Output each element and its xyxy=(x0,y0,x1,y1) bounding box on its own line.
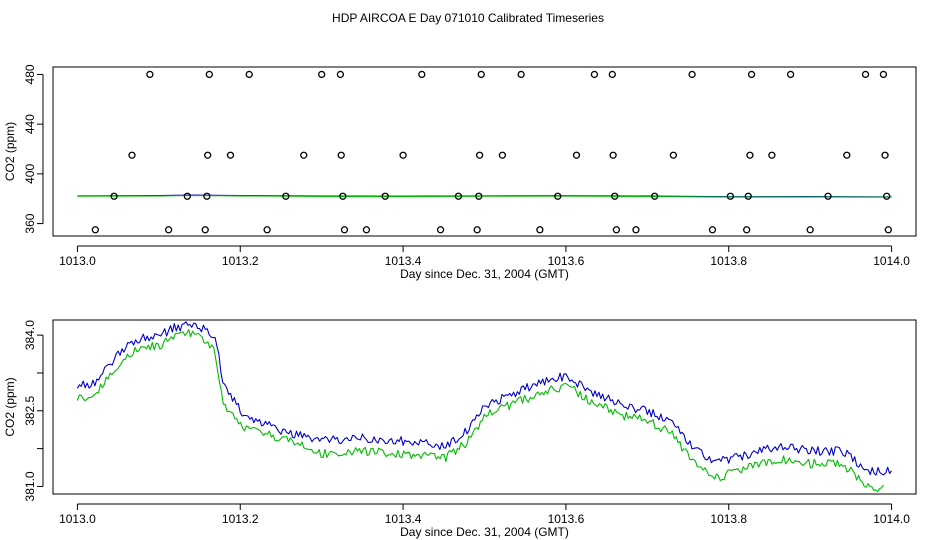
data-point xyxy=(632,226,640,234)
data-point xyxy=(318,70,326,79)
timeseries-panel-bottom: 1013.0 1013.2 1013.4 1013.6 1013.8 1014.0 Day … xyxy=(3,319,917,539)
data-point xyxy=(146,70,154,79)
data-point xyxy=(164,226,173,234)
data-point xyxy=(183,192,191,200)
data-point xyxy=(536,226,544,234)
data-point xyxy=(883,192,891,200)
x-tick-label: 1013.2 xyxy=(222,512,259,526)
x-tick-label: 1013.6 xyxy=(548,512,585,526)
data-point xyxy=(339,192,347,200)
data-point xyxy=(726,192,735,200)
data-point xyxy=(517,70,525,79)
x-tick-label: 1013.0 xyxy=(59,512,96,526)
y-tick-label: 381.0 xyxy=(23,471,37,501)
data-point xyxy=(340,226,349,234)
data-point xyxy=(881,151,889,159)
x-axis-label: Day since Dec. 31, 2004 (GMT) xyxy=(400,267,569,281)
data-point xyxy=(747,70,756,79)
data-point xyxy=(475,192,483,200)
data-point xyxy=(418,70,426,79)
data-point xyxy=(806,226,814,234)
data-point xyxy=(611,192,619,200)
data-point xyxy=(572,151,581,159)
data-point xyxy=(282,192,290,200)
y-tick-label: 360 xyxy=(23,213,37,233)
data-point xyxy=(381,192,389,200)
data-point xyxy=(609,151,617,159)
y-tick-label: 400 xyxy=(23,164,37,184)
data-point xyxy=(786,70,795,79)
data-point xyxy=(669,151,678,159)
data-point xyxy=(201,226,209,234)
series-line-blue xyxy=(76,321,893,476)
data-point xyxy=(473,226,481,234)
data-point xyxy=(300,151,308,159)
timeseries-panel-top: 1013.0 1013.2 1013.4 1013.6 1013.8 1014.0 Day … xyxy=(3,64,917,281)
data-point xyxy=(498,151,507,159)
y-axis-label: CO2 (ppm) xyxy=(3,122,17,181)
data-point xyxy=(362,226,371,234)
data-point xyxy=(337,151,345,159)
series-line-green xyxy=(77,194,892,198)
x-tick-label: 1013.4 xyxy=(385,254,422,268)
data-point xyxy=(879,70,888,79)
data-point xyxy=(884,226,892,234)
data-point xyxy=(768,151,776,159)
data-point xyxy=(226,151,235,159)
y-tick-label: 480 xyxy=(23,64,37,84)
data-point xyxy=(824,192,832,200)
x-tick-label: 1013.0 xyxy=(59,254,96,268)
data-point xyxy=(612,226,621,234)
data-point xyxy=(743,226,751,234)
data-point xyxy=(746,151,754,159)
y-tick-label: 440 xyxy=(23,114,37,134)
plot-frame xyxy=(52,66,917,237)
data-point xyxy=(688,70,696,79)
x-tick-label: 1013.4 xyxy=(385,512,422,526)
data-point xyxy=(454,192,463,200)
data-point xyxy=(861,70,870,79)
data-point xyxy=(436,226,445,234)
y-tick-label: 382.5 xyxy=(23,395,37,425)
y-axis-label: CO2 (ppm) xyxy=(3,377,17,436)
plot-frame xyxy=(52,319,917,495)
x-tick-label: 1013.6 xyxy=(548,254,585,268)
data-point xyxy=(651,192,659,200)
data-point xyxy=(477,70,485,79)
data-point xyxy=(204,151,212,159)
data-point xyxy=(263,226,271,234)
data-point xyxy=(128,151,136,159)
data-point xyxy=(554,192,562,200)
data-point xyxy=(399,151,407,159)
page-title: HDP AIRCOA E Day 071010 Calibrated Times… xyxy=(332,11,604,25)
series-line-green xyxy=(76,329,884,493)
data-point xyxy=(608,70,616,79)
x-tick-label: 1013.2 xyxy=(222,254,259,268)
data-point xyxy=(590,70,599,79)
x-axis-label: Day since Dec. 31, 2004 (GMT) xyxy=(400,525,569,539)
data-point xyxy=(843,151,851,159)
data-point xyxy=(245,70,253,79)
x-tick-label: 1013.8 xyxy=(710,512,747,526)
y-tick-label: 384.0 xyxy=(23,320,37,350)
data-point xyxy=(744,192,752,200)
data-point xyxy=(205,70,213,79)
x-tick-label: 1013.8 xyxy=(710,254,747,268)
x-tick-label: 1014.0 xyxy=(873,254,910,268)
data-point xyxy=(708,226,717,234)
data-point xyxy=(91,226,99,234)
data-point xyxy=(475,151,484,159)
data-point xyxy=(203,192,211,200)
data-point xyxy=(336,70,345,79)
x-tick-label: 1014.0 xyxy=(873,512,910,526)
data-point xyxy=(110,192,118,200)
